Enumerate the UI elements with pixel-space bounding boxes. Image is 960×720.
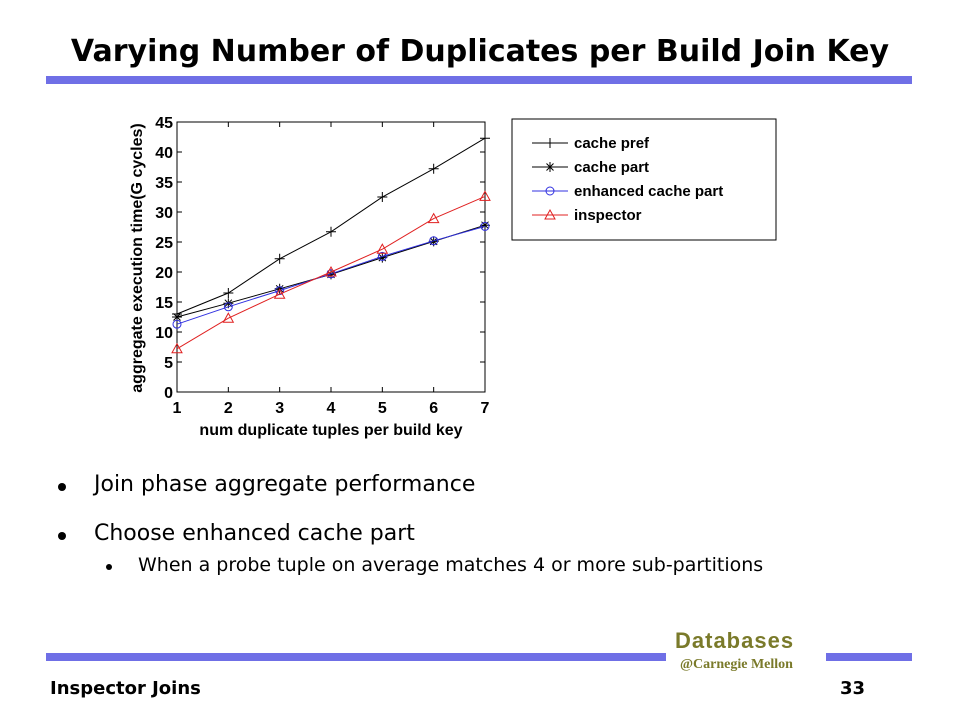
brand-logo-text: Databases bbox=[675, 628, 795, 653]
data-point bbox=[172, 312, 182, 322]
y-tick-label: 20 bbox=[155, 265, 173, 282]
x-axis-label: num duplicate tuples per build key bbox=[199, 422, 462, 439]
legend-marker bbox=[545, 162, 555, 172]
data-point bbox=[428, 163, 439, 174]
y-tick-label: 0 bbox=[164, 385, 173, 402]
y-tick-label: 15 bbox=[155, 295, 173, 312]
bottom-divider-left bbox=[46, 653, 666, 661]
legend-label: cache pref bbox=[574, 135, 650, 152]
x-tick-label: 5 bbox=[378, 400, 387, 417]
data-point bbox=[274, 253, 285, 264]
series-line bbox=[176, 137, 486, 315]
data-point bbox=[171, 342, 183, 354]
series-line bbox=[176, 225, 486, 325]
data-point bbox=[376, 243, 389, 254]
legend-box bbox=[511, 118, 777, 241]
legend-marker bbox=[545, 138, 555, 148]
legend-marker bbox=[544, 208, 556, 220]
data-point bbox=[325, 265, 337, 277]
data-point bbox=[377, 192, 388, 202]
data-point bbox=[326, 226, 336, 237]
bullet-item: Choose enhanced cache part bbox=[56, 521, 916, 546]
bullet-dot bbox=[58, 532, 66, 540]
legend-label: enhanced cache part bbox=[574, 183, 723, 200]
legend-label: cache part bbox=[574, 159, 649, 176]
data-point bbox=[377, 252, 388, 263]
data-point bbox=[172, 319, 182, 329]
series-line bbox=[176, 195, 486, 350]
chart-legend: cache pref cache part enhanced cache part i… bbox=[511, 118, 777, 241]
legend-label: inspector bbox=[574, 207, 642, 224]
bullet-item: Join phase aggregate performance bbox=[56, 472, 916, 497]
bullet-text: Choose enhanced cache part bbox=[94, 521, 415, 546]
y-tick-label: 25 bbox=[155, 235, 173, 252]
y-tick-label: 40 bbox=[155, 145, 173, 162]
data-point bbox=[377, 251, 387, 261]
slide-title: Varying Number of Duplicates per Build J… bbox=[70, 34, 890, 69]
bullet-text: Join phase aggregate performance bbox=[94, 472, 476, 497]
data-point bbox=[223, 302, 233, 312]
data-point bbox=[223, 288, 234, 298]
x-tick-label: 4 bbox=[327, 400, 336, 417]
data-point bbox=[427, 212, 440, 224]
y-tick-label: 10 bbox=[155, 325, 173, 342]
data-point bbox=[429, 236, 439, 246]
brand-subtitle: @Carnegie Mellon bbox=[680, 657, 793, 672]
data-point bbox=[428, 236, 439, 247]
y-axis-label: aggregate execution time(G cycles) bbox=[129, 123, 146, 392]
y-tick-label: 30 bbox=[155, 205, 173, 222]
y-tick-label: 45 bbox=[155, 115, 173, 132]
data-point bbox=[273, 288, 286, 299]
plot-frame bbox=[176, 121, 486, 393]
legend-marker bbox=[545, 186, 555, 196]
data-point bbox=[326, 269, 336, 280]
sub-bullet-text: When a probe tuple on average matches 4 … bbox=[138, 554, 764, 576]
bullet-dot bbox=[58, 483, 66, 491]
data-point bbox=[480, 221, 490, 231]
y-tick-label: 35 bbox=[155, 175, 173, 192]
data-point bbox=[222, 312, 235, 323]
bullet-list: Join phase aggregate performance Choose … bbox=[56, 472, 916, 576]
y-tick-label: 5 bbox=[164, 355, 173, 372]
top-divider bbox=[46, 76, 912, 84]
sub-bullet-item: When a probe tuple on average matches 4 … bbox=[56, 554, 916, 576]
x-tick-label: 1 bbox=[173, 400, 182, 417]
x-tick-label: 7 bbox=[481, 400, 490, 417]
bottom-divider-right bbox=[826, 653, 912, 661]
x-tick-label: 2 bbox=[224, 400, 233, 417]
footer-title: Inspector Joins bbox=[50, 678, 201, 699]
data-point bbox=[479, 190, 491, 201]
data-point bbox=[480, 133, 490, 144]
bullet-dot bbox=[106, 564, 112, 570]
x-tick-label: 6 bbox=[429, 400, 438, 417]
data-point bbox=[480, 220, 490, 231]
page-number: 33 bbox=[840, 678, 866, 699]
x-tick-label: 3 bbox=[275, 400, 284, 417]
